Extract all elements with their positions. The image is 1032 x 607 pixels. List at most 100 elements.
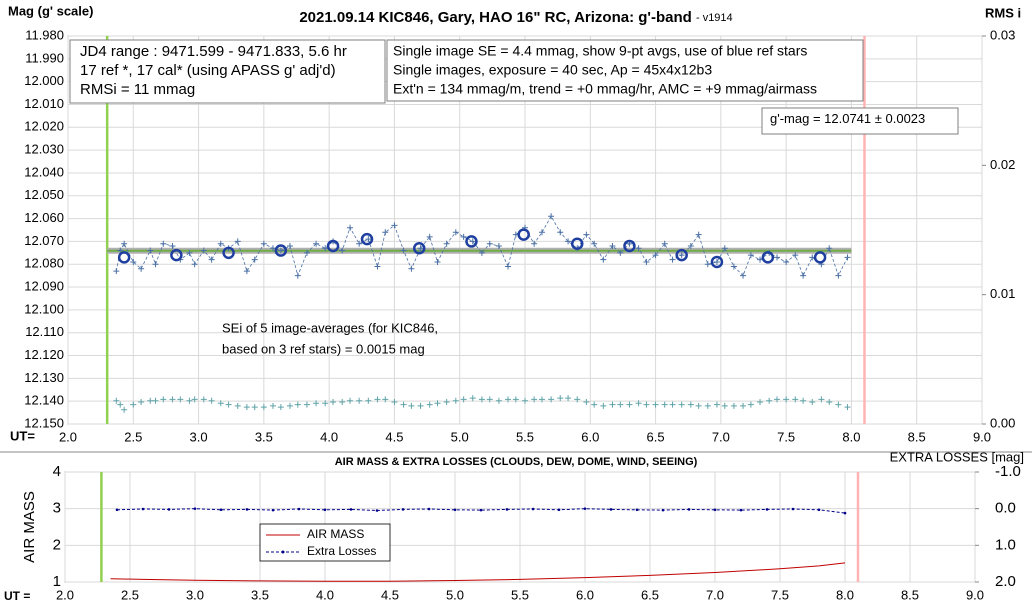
data-point — [740, 402, 747, 409]
data-point — [460, 396, 467, 403]
data-point — [617, 249, 624, 256]
y-tick-label: 12.150 — [24, 415, 64, 430]
data-point — [538, 229, 545, 236]
data-point — [382, 396, 389, 403]
data-point — [427, 507, 431, 511]
y-tick-label: 11.980 — [25, 27, 64, 42]
annotation-text: Ext'n = 134 mmag/m, trend = +0 mmag/hr, … — [393, 81, 817, 97]
legend-label: Extra Losses — [307, 544, 376, 558]
data-point — [739, 508, 743, 512]
data-point — [609, 401, 616, 408]
y-tick-label: 12.080 — [24, 256, 64, 271]
data-point — [557, 395, 564, 402]
average-point — [326, 239, 340, 253]
x-tick-label: 2.5 — [121, 587, 139, 602]
y2-tick-label: 0.0 — [995, 500, 1016, 517]
data-point — [783, 396, 790, 403]
data-point — [147, 397, 154, 404]
data-point — [757, 256, 764, 263]
average-point — [570, 237, 584, 250]
data-point — [678, 252, 685, 259]
annotation-box — [386, 39, 864, 102]
data-point — [460, 233, 467, 240]
data-point — [243, 268, 250, 275]
data-point — [217, 400, 224, 407]
data-point — [774, 254, 781, 261]
data-point — [365, 236, 372, 243]
average-point — [274, 244, 288, 257]
data-point — [121, 240, 128, 247]
y-tick-label: 12.140 — [24, 393, 64, 408]
data-point — [294, 272, 301, 279]
y-tick-label: 12.040 — [24, 164, 64, 179]
x-tick-label: 9.0 — [973, 429, 991, 444]
data-point — [678, 401, 685, 408]
data-point — [400, 247, 407, 254]
y2-tick-label: -1.0 — [995, 463, 1021, 480]
data-point — [721, 402, 728, 409]
data-point — [452, 229, 459, 236]
x-tick-label: 2.0 — [56, 587, 74, 602]
data-point — [277, 404, 284, 411]
data-point — [565, 238, 572, 245]
data-point — [169, 396, 176, 403]
data-point — [766, 397, 773, 404]
annotation-text: Single image SE = 4.4 mmag, show 9-pt av… — [393, 43, 807, 59]
data-point — [721, 245, 728, 252]
x-tick-label: 6.5 — [647, 429, 665, 444]
data-point — [286, 402, 293, 409]
data-point — [469, 238, 476, 245]
data-point — [574, 396, 581, 403]
y-tick-label: 12.130 — [24, 370, 64, 385]
data-point — [294, 401, 301, 408]
x-tick-label: 3.5 — [251, 587, 269, 602]
annotation-text: SEi of 5 image-averages (for KIC846, — [222, 320, 438, 335]
y-tick-label: 12.100 — [24, 301, 64, 316]
data-point — [277, 247, 284, 254]
x-tick-label: 4.5 — [381, 587, 399, 602]
data-point — [400, 401, 407, 408]
data-point — [687, 401, 694, 408]
y-tick-label: 2 — [53, 536, 61, 553]
y2-tick-label: 0.02 — [990, 157, 1015, 172]
data-point — [713, 401, 720, 408]
data-point — [121, 406, 128, 413]
data-point — [792, 396, 799, 403]
x-axis-label: UT= — [10, 428, 35, 443]
y-axis-label: Mag (g' scale) — [8, 3, 93, 18]
data-point — [747, 252, 754, 259]
data-point — [661, 240, 668, 247]
data-point — [600, 402, 607, 409]
data-point — [792, 252, 799, 259]
x-tick-label: 5.5 — [516, 429, 534, 444]
data-point — [826, 399, 833, 406]
data-point — [747, 401, 754, 408]
data-point — [434, 400, 441, 407]
data-point — [687, 242, 694, 249]
data-point — [591, 401, 598, 408]
data-point — [548, 396, 555, 403]
data-point — [234, 238, 241, 245]
data-point — [844, 404, 851, 411]
data-point — [115, 508, 119, 512]
data-point — [313, 240, 320, 247]
data-point — [695, 231, 702, 238]
data-point — [479, 508, 483, 512]
data-point — [835, 272, 842, 279]
data-point — [695, 402, 702, 409]
data-point — [531, 240, 538, 247]
data-point — [375, 509, 379, 512]
x-tick-label: 2.0 — [59, 429, 77, 444]
y-tick-label: 11.990 — [25, 50, 64, 65]
data-point — [271, 508, 275, 512]
data-point — [505, 508, 509, 511]
data-point — [347, 397, 354, 404]
x-tick-label: 8.5 — [908, 429, 926, 444]
data-point — [609, 242, 616, 249]
data-point — [356, 397, 363, 404]
data-point — [191, 396, 198, 403]
data-point — [113, 268, 120, 275]
data-point — [443, 240, 450, 247]
data-point — [809, 399, 816, 406]
